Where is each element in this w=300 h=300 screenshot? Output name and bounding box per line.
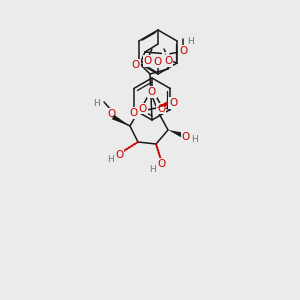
Text: O: O: [148, 87, 156, 97]
Text: O: O: [144, 56, 152, 66]
Text: H: H: [190, 136, 197, 145]
Text: O: O: [139, 103, 147, 113]
Polygon shape: [112, 115, 130, 126]
Text: O: O: [164, 56, 172, 66]
Text: O: O: [169, 98, 177, 108]
Text: H: H: [188, 37, 194, 46]
Text: O: O: [179, 46, 187, 56]
Text: H: H: [163, 52, 170, 62]
Text: O: O: [130, 108, 138, 118]
Polygon shape: [156, 101, 170, 108]
Text: O: O: [157, 159, 165, 169]
Text: H: H: [93, 100, 99, 109]
Polygon shape: [168, 130, 183, 137]
Text: O: O: [154, 57, 162, 67]
Text: O: O: [157, 103, 165, 113]
Text: O: O: [108, 109, 116, 119]
Text: O: O: [182, 132, 190, 142]
Text: H: H: [108, 155, 114, 164]
Text: O: O: [115, 150, 123, 160]
Text: H: H: [150, 166, 156, 175]
Text: O: O: [132, 60, 140, 70]
